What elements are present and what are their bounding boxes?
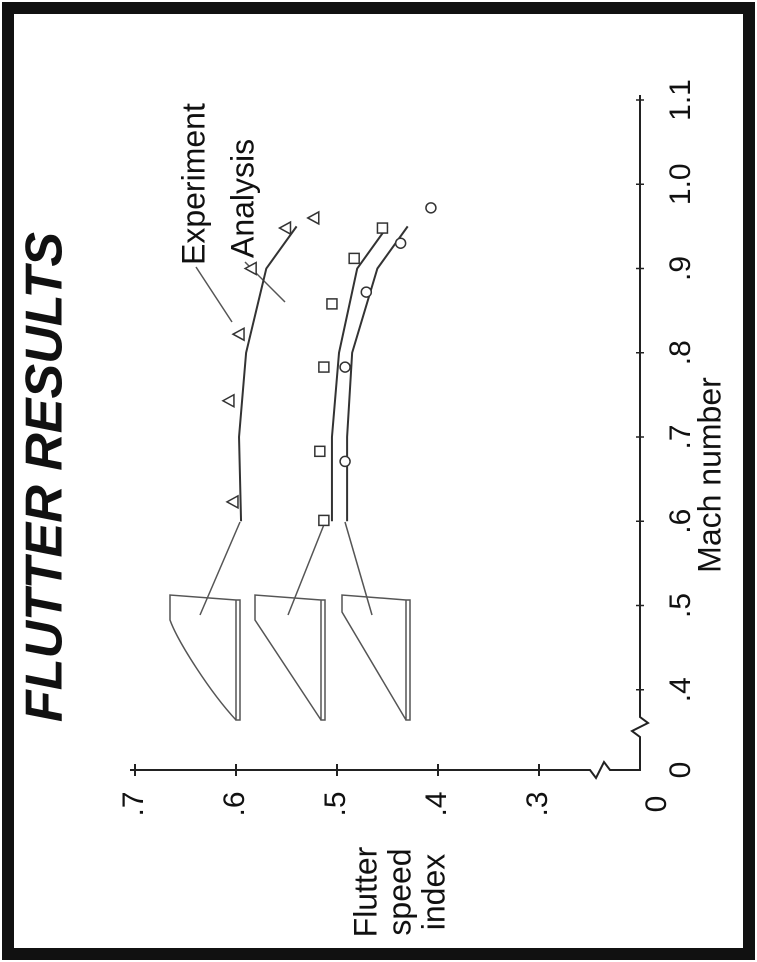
experiment-point (339, 361, 351, 373)
slide: FLUTTER RESULTS Flutter speed index Mach… (16, 79, 728, 937)
y-axis-label: Flutter (347, 846, 383, 937)
y-tick-label: .4 (420, 791, 453, 816)
experiment-point (360, 286, 373, 298)
experiment-point (394, 237, 407, 249)
experiment-point (243, 261, 257, 276)
x-axis-label: Mach number (691, 377, 727, 573)
analysis-curve (238, 225, 298, 522)
x-tick-label: .9 (664, 256, 697, 281)
x-tick-label: .5 (664, 593, 697, 618)
experiment-point (339, 455, 351, 468)
wing-planform (341, 594, 411, 721)
y-tick-label: .5 (319, 791, 352, 816)
y-axis-label: index (415, 854, 451, 931)
y-origin-label: 0 (640, 796, 673, 813)
wing-planform (169, 594, 241, 721)
axes (130, 95, 650, 780)
experiment-point (348, 252, 360, 265)
experiment-point (277, 220, 292, 236)
experiment-point (306, 210, 320, 226)
experiment-point (326, 298, 338, 310)
leader-line (344, 521, 373, 616)
x-tick-label: .7 (664, 424, 697, 449)
experiment-point (225, 494, 239, 510)
wing-planform (254, 594, 326, 721)
experiment-point (318, 514, 330, 527)
experiment-point (231, 326, 245, 342)
x-tick-label: .6 (664, 509, 697, 534)
leader-line (287, 521, 326, 616)
y-tick-label: .7 (117, 791, 150, 816)
y-tick-label: .6 (218, 791, 251, 816)
x-tick-label: 1.1 (664, 79, 697, 121)
x-origin-label: 0 (664, 762, 697, 779)
experiment-point (425, 202, 437, 214)
chart-title: FLUTTER RESULTS (16, 232, 74, 722)
legend-experiment: Experiment (175, 103, 211, 265)
x-tick-label: .8 (664, 340, 697, 365)
leader-line (195, 266, 233, 323)
experiment-point (221, 393, 235, 409)
x-tick-label: 1.0 (664, 163, 697, 205)
leader-line (199, 521, 241, 616)
y-tick-label: .3 (521, 791, 554, 816)
y-axis-label: speed (381, 848, 417, 935)
experiment-point (376, 222, 389, 234)
experiment-point (314, 445, 326, 458)
legend-analysis: Analysis (224, 139, 260, 258)
experiment-point (318, 361, 330, 373)
x-tick-label: .4 (664, 677, 697, 702)
analysis-curve (330, 225, 389, 522)
